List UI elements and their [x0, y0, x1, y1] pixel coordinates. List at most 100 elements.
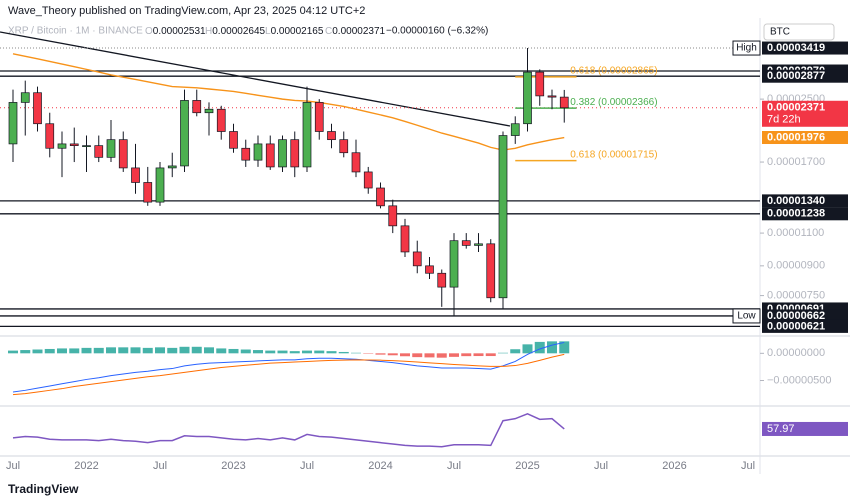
- x-tick-label: Jul: [153, 460, 167, 472]
- level-label: 0.00001340: [767, 195, 825, 207]
- ohlc-high: H0.00002645: [205, 26, 266, 37]
- ma-label: 0.00001976: [767, 131, 825, 143]
- ohlc-key: H: [205, 26, 212, 37]
- macd-histogram-bar: [106, 347, 116, 354]
- candle-body: [204, 108, 214, 114]
- candle-body: [449, 240, 459, 288]
- macd-histogram-bar: [69, 348, 80, 354]
- currency-box[interactable]: [763, 23, 835, 41]
- level-tag-box: [732, 308, 761, 324]
- y-tick-label: 0.00001700: [767, 156, 825, 168]
- candle-body: [486, 243, 496, 299]
- macd-histogram-bar: [498, 352, 508, 354]
- ohlc-value: 0.00002645: [212, 26, 265, 37]
- candle-body: [363, 171, 373, 189]
- ma-box: [762, 131, 848, 145]
- level-box: [762, 207, 848, 221]
- candle-body: [69, 143, 79, 146]
- macd-histogram-bar: [20, 350, 31, 354]
- level-box: [762, 194, 848, 208]
- macd-histogram-bar: [351, 352, 361, 354]
- candle-body: [33, 92, 42, 125]
- macd-histogram-bar: [289, 351, 300, 354]
- macd-histogram-bar: [547, 341, 557, 354]
- x-tick-label: Jul: [447, 460, 461, 472]
- level-label: 0.00001238: [767, 208, 825, 220]
- macd-line: [12, 353, 565, 396]
- macd-histogram-bar: [44, 348, 55, 354]
- fib-label: 0.618 (0.00001715): [570, 149, 657, 160]
- macd-histogram-bar: [8, 350, 18, 354]
- macd-histogram-bar: [142, 347, 153, 354]
- macd-histogram-bar: [375, 353, 386, 355]
- level-tag: High: [736, 43, 757, 54]
- macd-histogram-bar: [522, 344, 533, 354]
- macd-histogram-bar: [449, 353, 459, 357]
- rsi-line: [12, 413, 565, 448]
- currency[interactable]: BTC: [770, 27, 790, 38]
- macd-histogram-bar: [93, 347, 104, 354]
- macd-histogram-bar: [191, 346, 202, 354]
- ohlc-key: O: [145, 26, 153, 37]
- candle-body: [241, 147, 251, 161]
- candle-body: [82, 145, 91, 147]
- candle-body: [290, 139, 300, 168]
- level-label: 0.00003419: [767, 42, 825, 54]
- candle-body: [327, 131, 336, 141]
- macd-histogram-bar: [32, 349, 43, 354]
- y-tick-label: 0.00000750: [767, 289, 825, 301]
- candle-body: [253, 143, 263, 161]
- macd-histogram-bar: [118, 347, 129, 354]
- macd-histogram-bar: [510, 349, 521, 354]
- fib-label: 0.618 (0.00002865): [570, 66, 657, 77]
- macd-histogram-bar: [265, 350, 276, 354]
- ohlc-close: C0.00002371: [325, 26, 386, 37]
- candle-body: [155, 167, 165, 203]
- macd-histogram-bar: [240, 349, 251, 354]
- x-tick-label: Jul: [741, 460, 755, 472]
- fib-label: 0.382 (0.00002366): [570, 97, 657, 108]
- candle-body: [94, 145, 104, 158]
- macd-histogram-bar: [424, 353, 435, 358]
- x-tick-label: 2025: [515, 460, 539, 472]
- y-tick-label: 0.00000000: [767, 347, 825, 359]
- macd-histogram-bar: [436, 353, 447, 358]
- level-label: 0.00000621: [767, 320, 825, 332]
- level-box: [762, 69, 848, 83]
- macd-histogram-bar: [216, 348, 227, 354]
- candle-body: [412, 251, 422, 267]
- author-line: Wave_Theory published on TradingView.com…: [8, 5, 365, 17]
- macd-histogram-bar: [167, 347, 178, 354]
- macd-histogram-bar: [81, 347, 92, 354]
- x-tick-label: 2026: [662, 460, 686, 472]
- x-tick-label: Jul: [300, 460, 314, 472]
- candle-body: [229, 131, 238, 149]
- macd-histogram-bar: [387, 353, 398, 356]
- macd-histogram-bar: [326, 351, 337, 354]
- macd-histogram-bar: [302, 350, 312, 354]
- x-tick-label: Jul: [594, 460, 608, 472]
- macd-histogram-bar: [461, 353, 472, 357]
- candle-body: [351, 152, 361, 173]
- candle-body: [376, 187, 385, 207]
- ohlc-key: C: [325, 26, 332, 37]
- candle-body: [57, 143, 67, 149]
- level-tag: Low: [737, 311, 756, 322]
- x-tick-label: 2023: [221, 460, 245, 472]
- candle-body: [510, 123, 520, 136]
- candle-body: [400, 225, 410, 253]
- candle-body: [461, 240, 471, 246]
- macd-histogram-bar: [314, 350, 325, 354]
- plot: 0.000025000.000017000.000011000.00000900…: [0, 40, 848, 472]
- footer-logo: TradingView: [8, 482, 79, 496]
- macd-histogram-bar: [277, 350, 288, 354]
- last-price-label: 0.00002371: [767, 102, 825, 114]
- candle-body: [131, 167, 140, 183]
- candle-body: [547, 95, 557, 98]
- macd-histogram-bar: [412, 353, 423, 358]
- macd-histogram-bar: [338, 351, 349, 354]
- y-tick-label: −0.00000500: [767, 374, 832, 386]
- macd-histogram-bar: [155, 347, 165, 354]
- level-label: 0.00002877: [767, 70, 825, 82]
